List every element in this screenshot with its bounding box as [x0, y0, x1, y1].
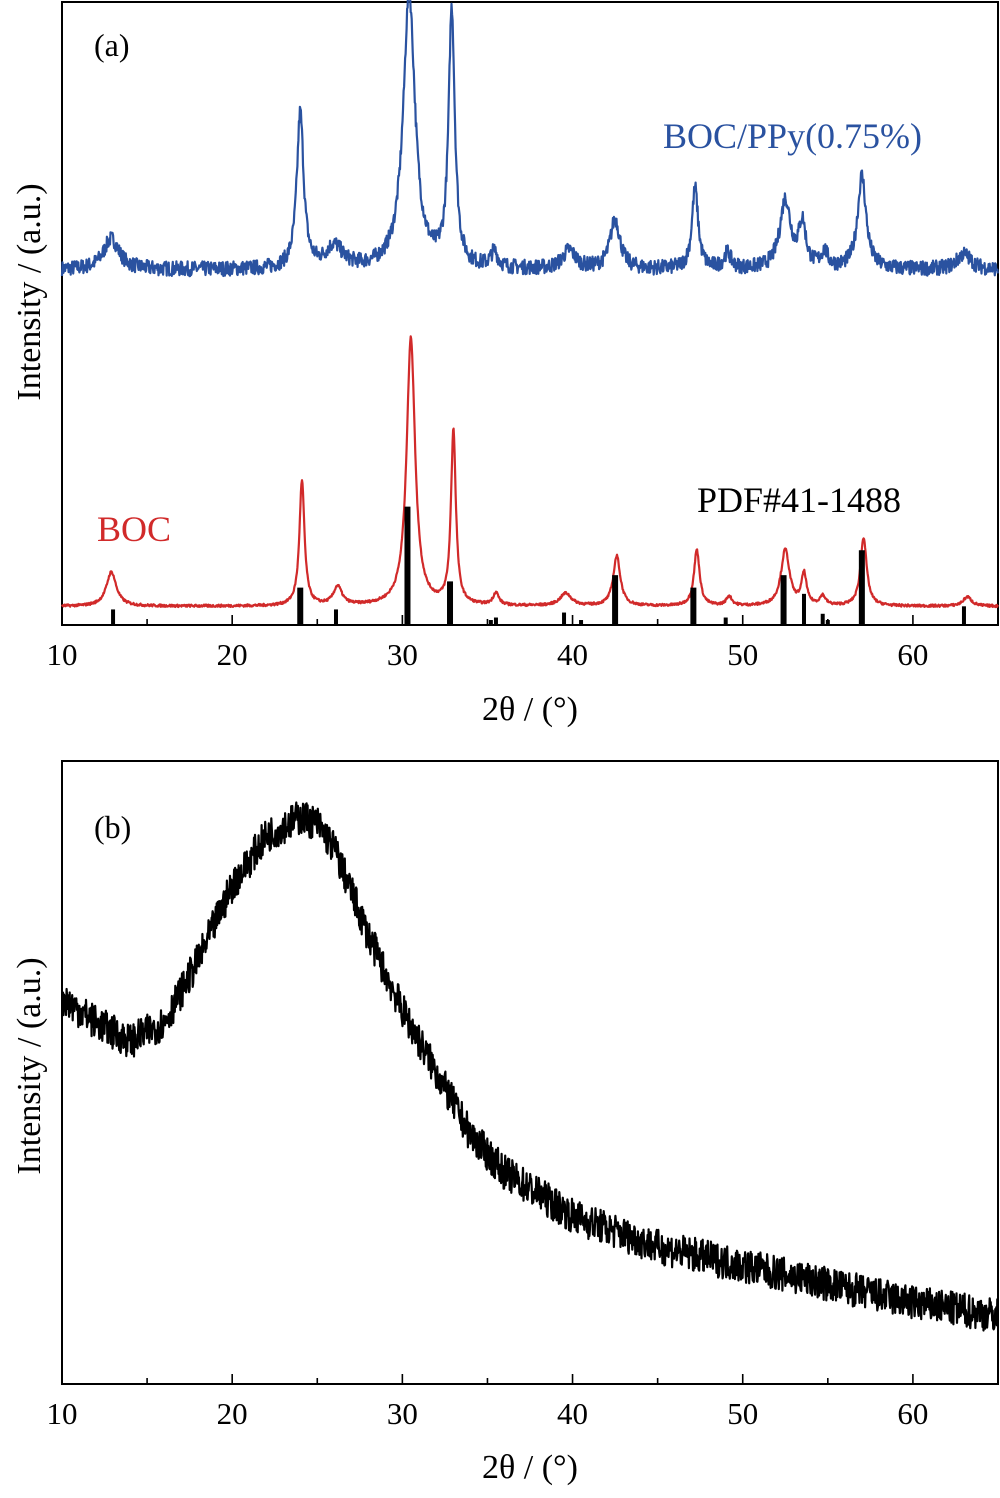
panel-a-x-ticks: 10 20 30 40 50 60 [47, 615, 999, 672]
panel-a-plot-frame [61, 1, 999, 626]
reference-bar [333, 609, 338, 625]
x-tick-label: 20 [217, 1396, 248, 1431]
reference-bar [780, 575, 787, 625]
annotation-boc-ppy: BOC/PPy(0.75%) [663, 116, 922, 156]
series-line [60, 0, 999, 278]
x-tick-label: 40 [557, 1396, 588, 1431]
reference-bar [820, 613, 825, 625]
panel-a-series-group [60, 0, 999, 609]
panel-b-x-ticks: 10 20 30 40 50 60 [47, 1374, 999, 1431]
panel-b-x-axis-title: 2θ / (°) [482, 1449, 578, 1486]
reference-bar [111, 609, 116, 625]
x-tick-label: 60 [897, 1396, 928, 1431]
panel-b-series-group [61, 801, 999, 1332]
reference-bar [562, 612, 567, 625]
panel-b-y-axis-title: Intensity / (a.u.) [11, 957, 48, 1174]
x-tick-label: 10 [47, 1396, 78, 1431]
series-line [60, 335, 999, 609]
reference-bar [961, 606, 966, 625]
panel-a-y-axis-title: Intensity / (a.u.) [11, 183, 48, 400]
reference-bar [858, 550, 865, 625]
annotation-boc: BOC [97, 509, 171, 549]
reference-bar [612, 575, 619, 625]
x-tick-label: 30 [387, 637, 418, 672]
reference-bar [493, 617, 498, 625]
reference-bar [447, 581, 454, 625]
annotation-pdf-reference: PDF#41-1488 [697, 480, 901, 520]
series-line [61, 801, 999, 1332]
reference-bar [801, 593, 806, 625]
panel-a-xrd-chart: 10 20 30 40 50 60 (a) BOC/PPy(0.75%) BOC PDF#… [11, 0, 999, 728]
reference-bar [723, 617, 728, 625]
reference-bar [404, 506, 411, 625]
x-tick-label: 50 [727, 1396, 758, 1431]
panel-a-reference-bars [111, 506, 966, 625]
reference-bar [297, 587, 304, 625]
x-tick-label: 40 [557, 637, 588, 672]
x-tick-label: 20 [217, 637, 248, 672]
panel-b-xrd-chart: 10 20 30 40 50 60 (b) 2θ / (°) Intensity / (a… [11, 760, 999, 1486]
reference-bar [488, 620, 493, 625]
panel-a-label: (a) [94, 27, 130, 63]
panel-b-label: (b) [94, 809, 131, 845]
reference-bar [579, 620, 584, 625]
x-tick-label: 10 [47, 637, 78, 672]
reference-bar [690, 587, 697, 625]
x-tick-label: 60 [897, 637, 928, 672]
x-tick-label: 50 [727, 637, 758, 672]
panel-a-x-axis-title: 2θ / (°) [482, 691, 578, 728]
panel-b-plot-frame [61, 760, 999, 1385]
x-tick-label: 30 [387, 1396, 418, 1431]
